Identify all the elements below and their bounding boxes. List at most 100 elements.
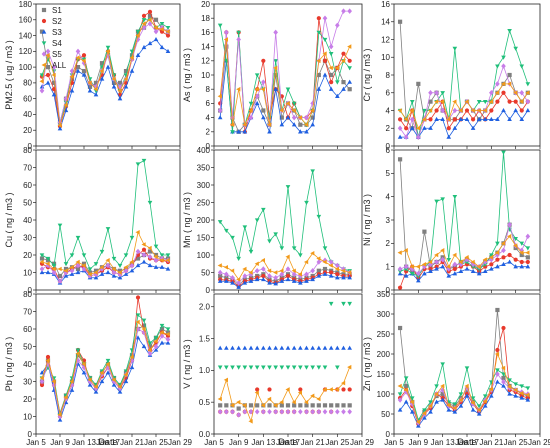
data-point [328,65,333,71]
data-point [105,358,111,364]
data-point [403,273,409,278]
data-point [440,248,445,253]
data-point [310,276,315,282]
data-point [129,357,135,364]
data-point [328,86,334,91]
data-point [303,122,309,128]
data-point [519,384,525,389]
legend-marker [41,7,47,13]
data-point [242,280,248,285]
data-point [165,327,171,332]
data-point [310,268,315,274]
data-point [470,259,475,265]
data-point [298,408,303,415]
data-point [63,95,69,102]
data-point [310,365,315,370]
data-point [261,365,266,370]
data-point [488,99,494,104]
data-point [452,99,457,104]
data-point [217,263,222,268]
x-tick-label: Jan 25 [504,438,529,447]
series-line [219,46,350,133]
y-tick-label: 250 [377,330,391,339]
data-point [123,378,129,384]
data-point [428,268,433,274]
data-point [476,108,481,113]
series-line [41,38,169,129]
legend-label: S2 [52,17,62,26]
data-point [519,264,525,269]
data-point [500,81,506,87]
data-point [347,66,352,71]
data-point [501,375,506,381]
data-point [129,259,134,265]
y-tick-label: 4 [206,113,211,122]
x-tick-label: Jan 29 [350,438,375,447]
data-point [476,264,481,269]
series-line [400,109,529,139]
y-tick-label: 100 [377,390,391,399]
data-point [273,232,278,237]
y-tick-label: 300 [197,181,211,190]
data-point [507,391,512,396]
data-point [334,65,340,71]
y-tick-label: 12 [201,57,210,66]
data-point [341,408,346,415]
data-point [69,74,74,79]
data-point [470,117,476,122]
data-point [260,257,266,263]
data-point [464,99,469,104]
data-point [403,376,409,381]
data-point [316,214,322,220]
data-point [236,365,241,370]
y-tick-label: 20 [23,126,32,135]
panel-pm25: 0 20 40 60 80 100 120 140 160 180 PM2.5 ( ug / m3 … [4,0,181,151]
y-tick-label: 10 [23,268,32,277]
data-point [81,53,87,58]
data-point [111,269,117,276]
data-point [409,116,415,123]
data-point [87,267,93,272]
data-point [217,408,223,415]
data-point [446,407,452,412]
data-point [111,266,116,272]
data-point [147,341,153,346]
data-point [507,72,512,78]
data-point [403,263,409,270]
data-point [298,345,303,350]
data-point [458,259,463,265]
data-point [147,40,153,46]
data-point [273,365,278,370]
data-point [501,379,506,385]
series-S3 [39,259,171,285]
data-point [397,285,403,290]
data-point [397,250,402,255]
data-point [153,257,159,263]
data-point [51,87,57,92]
data-point [513,382,518,387]
data-point [279,268,284,274]
y-tick-label: 2.0 [199,303,211,312]
data-point [236,129,241,134]
data-point [513,90,518,96]
data-point [397,125,403,131]
data-point [409,396,415,401]
data-point [507,81,512,87]
legend: S1 S2 S3 S4 S5 ALL [41,6,67,70]
y-tick-label: 10 [23,412,32,421]
data-point [39,253,45,258]
data-point [261,115,266,120]
y-tick-label: 60 [23,325,32,334]
legend-label: ALL [52,61,67,70]
series-line [41,19,169,125]
data-point [519,250,524,255]
data-point [470,396,476,401]
panel-mn: 0 50 100 150 200 250 300 350 400 Mn ( ng / m3 ) [182,146,363,295]
data-point [347,8,352,14]
data-point [489,116,494,122]
data-point [397,117,403,122]
data-point [105,45,111,50]
data-point [57,123,62,128]
data-point [397,383,402,389]
data-point [45,269,51,275]
